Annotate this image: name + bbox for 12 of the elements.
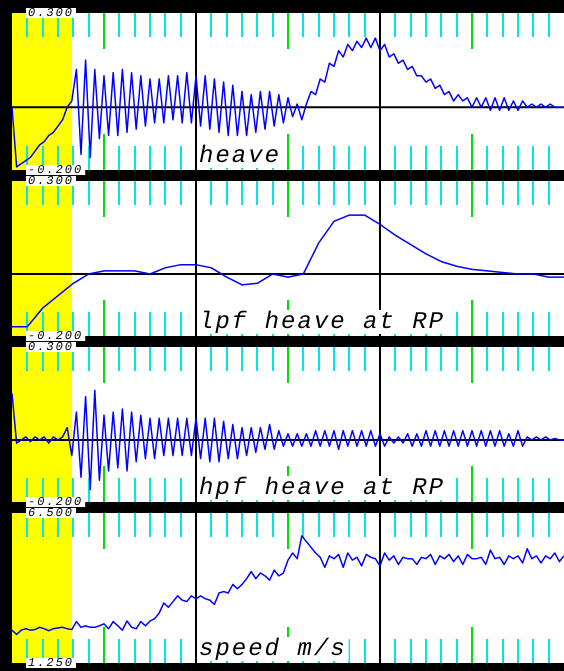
text: speed m/s [199, 636, 347, 663]
y-tick-label: 0.300 [28, 340, 74, 354]
y-tick-label: 6.500 [28, 506, 74, 520]
text: lpf heave at RP [199, 309, 446, 336]
y-tick-label: -0.200 [28, 329, 84, 344]
y-tick-label: 0.300 [28, 174, 74, 188]
y-tick-label: 0.300 [28, 6, 74, 20]
y-tick-label: 1.250 [28, 656, 74, 670]
y-tick-label: -0.200 [28, 495, 84, 510]
y-tick-label: -0.200 [28, 163, 84, 178]
text: hpf heave at RP [199, 475, 446, 502]
text: heave [199, 143, 282, 170]
